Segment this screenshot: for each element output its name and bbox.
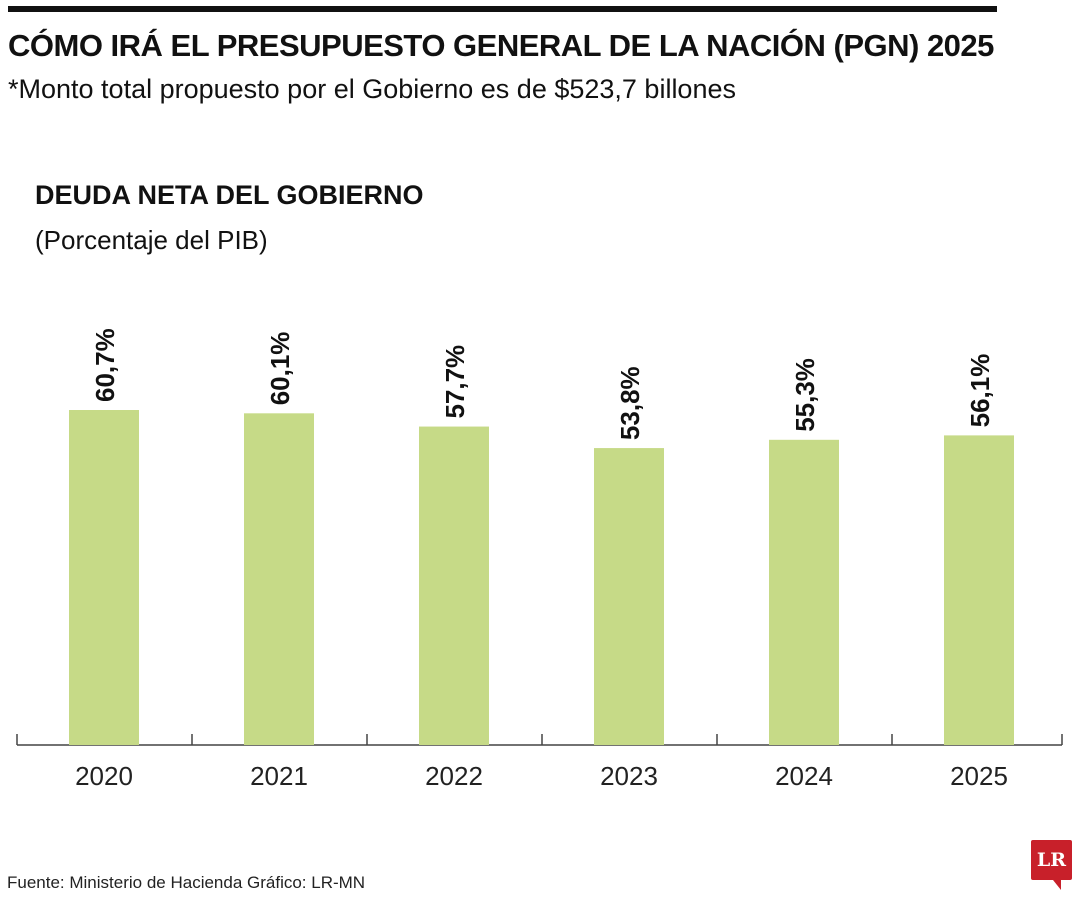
page-subtitle: *Monto total propuesto por el Gobierno e… — [8, 74, 736, 104]
page-title: CÓMO IRÁ EL PRESUPUESTO GENERAL DE LA NA… — [8, 28, 994, 63]
x-tick-label: 2022 — [425, 761, 483, 791]
bar-2021 — [244, 413, 314, 745]
data-label: 57,7% — [440, 345, 470, 419]
bar-2024 — [769, 439, 839, 745]
bar-2022 — [419, 426, 489, 745]
data-label: 55,3% — [790, 358, 820, 432]
source-note: Fuente: Ministerio de Hacienda Gráfico: … — [7, 873, 366, 892]
bar-2020 — [69, 410, 139, 745]
x-tick-label: 2024 — [775, 761, 833, 791]
bar-2023 — [594, 448, 664, 745]
x-tick-label: 2021 — [250, 761, 308, 791]
data-label: 60,7% — [90, 328, 120, 402]
x-tick-label: 2020 — [75, 761, 133, 791]
chart-title: DEUDA NETA DEL GOBIERNO — [35, 180, 424, 210]
logo-text: LR — [1036, 849, 1067, 871]
x-tick-label: 2025 — [950, 761, 1008, 791]
data-label: 56,1% — [965, 354, 995, 428]
bar-2025 — [944, 435, 1014, 745]
lr-logo: LR — [1031, 840, 1072, 890]
data-label: 53,8% — [615, 366, 645, 440]
data-label: 60,1% — [265, 332, 295, 406]
chart-subtitle: (Porcentaje del PIB) — [35, 225, 268, 255]
top-rule — [8, 6, 997, 12]
x-tick-label: 2023 — [600, 761, 658, 791]
